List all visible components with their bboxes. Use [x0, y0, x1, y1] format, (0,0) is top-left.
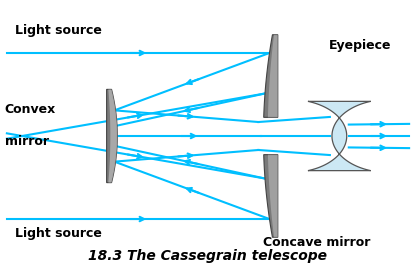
Polygon shape — [106, 89, 117, 183]
Text: Convex: Convex — [5, 103, 56, 116]
Polygon shape — [264, 35, 278, 117]
Polygon shape — [108, 89, 117, 183]
Polygon shape — [268, 155, 278, 237]
Polygon shape — [268, 35, 278, 117]
Polygon shape — [264, 155, 278, 237]
Text: Concave mirror: Concave mirror — [263, 236, 371, 249]
Text: mirror: mirror — [5, 135, 49, 148]
Text: Light source: Light source — [15, 24, 102, 37]
Polygon shape — [308, 101, 371, 171]
Text: Light source: Light source — [15, 227, 102, 240]
Text: 18.3 The Cassegrain telescope: 18.3 The Cassegrain telescope — [89, 249, 327, 262]
Text: Eyepiece: Eyepiece — [329, 39, 391, 52]
